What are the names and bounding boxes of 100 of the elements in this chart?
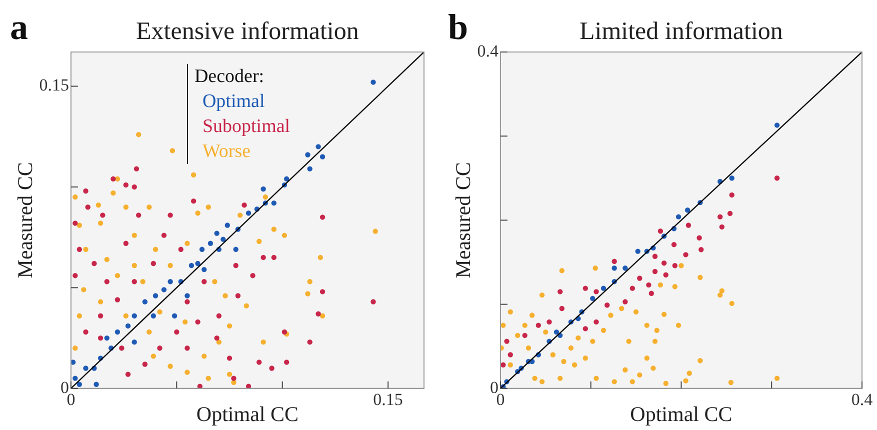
- point: [72, 272, 78, 278]
- point: [226, 323, 232, 329]
- point: [561, 358, 566, 364]
- point: [72, 194, 78, 200]
- point: [146, 204, 152, 210]
- point: [100, 212, 106, 218]
- point: [698, 358, 703, 364]
- point: [504, 338, 510, 344]
- point: [190, 172, 196, 178]
- point: [672, 284, 678, 290]
- point: [590, 296, 596, 302]
- point: [604, 302, 610, 308]
- point: [271, 200, 276, 206]
- point: [152, 293, 158, 298]
- point: [72, 376, 78, 381]
- point: [622, 299, 628, 304]
- point: [83, 188, 88, 194]
- point: [559, 268, 565, 274]
- point: [678, 263, 684, 268]
- point: [320, 289, 326, 294]
- point: [256, 360, 262, 365]
- series-label: Worse: [201, 140, 252, 164]
- point: [132, 279, 137, 284]
- point: [98, 220, 104, 226]
- point: [142, 299, 148, 304]
- point: [178, 246, 184, 252]
- point: [600, 328, 606, 333]
- point: [637, 276, 642, 281]
- point: [202, 354, 207, 359]
- point: [242, 202, 247, 208]
- point: [136, 212, 142, 218]
- point: [532, 376, 538, 381]
- point: [282, 232, 288, 238]
- point: [214, 230, 220, 236]
- point: [719, 288, 724, 294]
- point: [123, 182, 129, 188]
- point: [637, 372, 642, 378]
- point: [233, 262, 238, 268]
- point: [594, 376, 599, 381]
- point: [235, 293, 241, 298]
- point: [96, 202, 102, 208]
- point: [206, 376, 211, 381]
- point: [214, 335, 220, 341]
- point: [216, 339, 222, 345]
- point: [271, 254, 276, 260]
- point: [630, 286, 636, 291]
- point: [220, 236, 226, 242]
- point: [172, 313, 178, 318]
- point: [150, 354, 156, 359]
- point: [612, 379, 617, 384]
- point: [500, 322, 506, 328]
- point: [222, 293, 228, 298]
- chart-title: Limited information: [578, 18, 784, 46]
- point: [140, 279, 146, 284]
- point: [626, 338, 632, 344]
- point: [729, 300, 734, 306]
- point: [182, 319, 188, 325]
- text: b: [448, 6, 468, 48]
- point: [676, 214, 682, 220]
- point: [663, 380, 668, 386]
- point: [157, 309, 162, 314]
- point: [590, 338, 596, 344]
- point: [686, 370, 692, 376]
- point: [226, 356, 232, 361]
- point: [652, 338, 658, 344]
- point: [190, 198, 196, 204]
- point: [661, 312, 667, 317]
- point: [161, 287, 167, 292]
- point: [104, 256, 110, 262]
- point: [658, 228, 664, 234]
- point: [184, 370, 190, 375]
- point: [202, 279, 207, 284]
- point: [123, 240, 129, 246]
- text: Optimal: [201, 90, 266, 114]
- point: [550, 352, 556, 358]
- point: [132, 232, 137, 238]
- point: [208, 240, 214, 246]
- point: [654, 328, 660, 333]
- point: [206, 204, 211, 210]
- point: [582, 356, 588, 361]
- point: [719, 224, 724, 230]
- point: [250, 272, 256, 278]
- point: [774, 376, 780, 381]
- point: [142, 362, 148, 367]
- point: [104, 279, 110, 284]
- point: [698, 247, 704, 252]
- point: [648, 290, 654, 296]
- point: [582, 326, 588, 332]
- point: [269, 366, 274, 371]
- point: [717, 292, 723, 298]
- point: [85, 204, 90, 210]
- point: [212, 279, 218, 284]
- point: [157, 346, 162, 351]
- point: [114, 272, 120, 278]
- point: [110, 176, 116, 182]
- point: [284, 360, 290, 365]
- point: [150, 260, 156, 266]
- point: [635, 248, 640, 254]
- text: a: [10, 6, 28, 48]
- point: [522, 322, 528, 328]
